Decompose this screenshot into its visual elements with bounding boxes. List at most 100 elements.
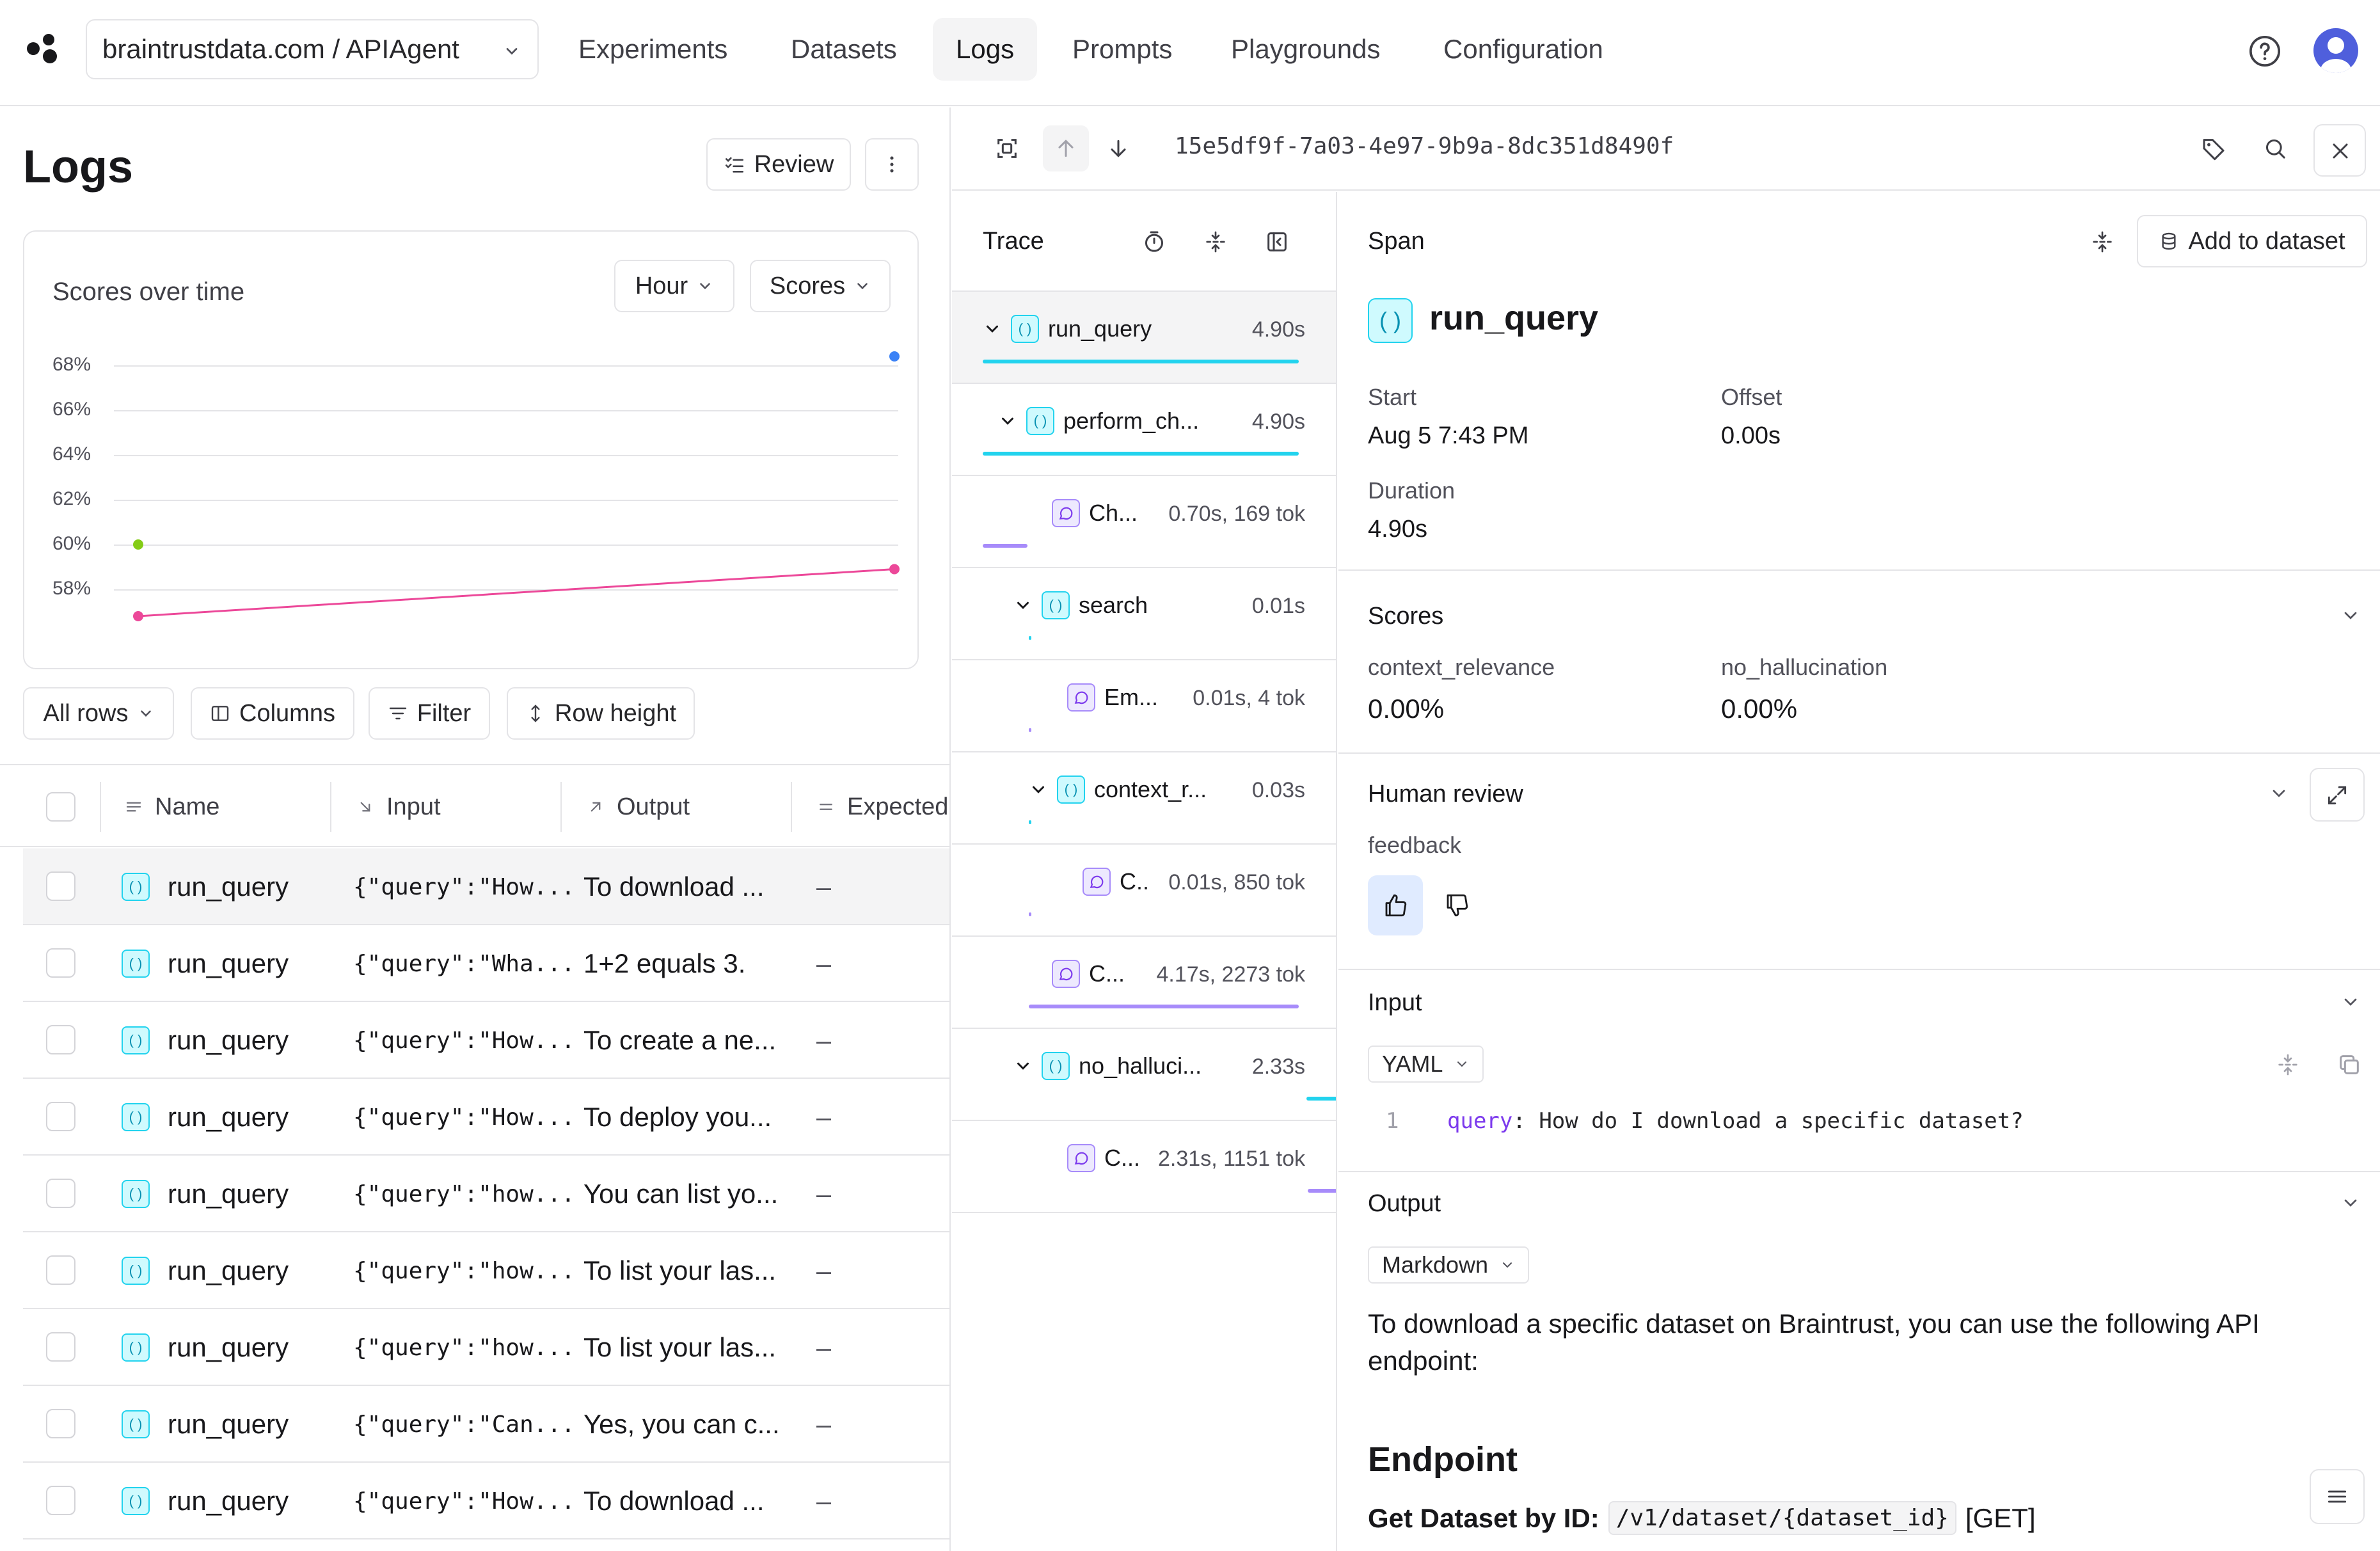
collapse-icon[interactable]	[1203, 229, 1228, 255]
trace-node-label: Ch...	[1052, 499, 1138, 527]
table-row[interactable]: ( ) run_query {"query":"how... You can list…	[23, 1156, 949, 1232]
line-number: 1	[1386, 1108, 1399, 1134]
tab-logs[interactable]: Logs	[933, 18, 1038, 81]
page-title: Logs	[23, 141, 133, 193]
function-icon: ( )	[122, 1180, 150, 1208]
scores-dropdown[interactable]: Scores	[750, 260, 891, 312]
table-row[interactable]: ( ) run_query {"query":"Wha... 1+2 equals 3…	[23, 925, 949, 1002]
user-avatar[interactable]	[2313, 28, 2358, 73]
name-cell: ( ) run_query	[122, 925, 289, 1002]
sidebar-toggle-icon[interactable]	[1264, 229, 1290, 255]
tab-playgrounds[interactable]: Playgrounds	[1231, 34, 1381, 64]
trace-node[interactable]: ( ) run_query 4.90s	[952, 292, 1336, 384]
thumbs-down-icon[interactable]	[1443, 892, 1470, 919]
row-checkbox[interactable]	[46, 1409, 75, 1438]
tab-prompts[interactable]: Prompts	[1072, 34, 1173, 64]
data-point[interactable]	[889, 564, 900, 575]
chevron-down-icon[interactable]	[1013, 1056, 1033, 1076]
data-point[interactable]	[133, 611, 143, 621]
row-checkbox[interactable]	[46, 1332, 75, 1362]
trace-node[interactable]: ( ) perform_ch... 4.90s	[952, 384, 1336, 476]
row-checkbox[interactable]	[46, 871, 75, 901]
search-icon[interactable]	[2262, 136, 2288, 161]
tag-icon[interactable]	[2201, 136, 2226, 161]
trace-node[interactable]: Em... 0.01s, 4 tok	[952, 660, 1336, 752]
output-format-dropdown[interactable]: Markdown	[1368, 1246, 1530, 1284]
trace-node[interactable]: ( ) context_r... 0.03s	[952, 752, 1336, 845]
expected-cell: –	[816, 1179, 832, 1209]
y-tick-label: 62%	[52, 488, 91, 509]
braintrust-logo-icon[interactable]	[26, 32, 59, 65]
chevron-down-icon[interactable]	[2340, 992, 2361, 1012]
table-row[interactable]: ( ) run_query {"query":"Can... Yes, you can…	[23, 1386, 949, 1463]
name-cell: ( ) run_query	[122, 1463, 289, 1539]
trace-node[interactable]: C... 2.31s, 1151 tok	[952, 1121, 1336, 1213]
row-checkbox[interactable]	[46, 1102, 75, 1131]
column-input[interactable]: Input	[356, 765, 441, 848]
table-row[interactable]: ( ) run_query {"query":"How... To create a …	[23, 1002, 949, 1079]
timer-icon[interactable]	[1141, 229, 1167, 255]
tab-experiments[interactable]: Experiments	[578, 34, 728, 64]
filter-button[interactable]: Filter	[369, 687, 490, 740]
chevron-down-icon[interactable]	[2269, 783, 2289, 804]
row-checkbox[interactable]	[46, 1255, 75, 1285]
chevron-down-icon[interactable]	[1029, 780, 1048, 799]
input-cell: {"query":"How...	[353, 1488, 575, 1515]
trace-node[interactable]: Ch... 0.70s, 169 tok	[952, 476, 1336, 568]
add-to-dataset-button[interactable]: Add to dataset	[2137, 215, 2367, 267]
scores-chart-card: Scores over time Hour Scores 68% 66% 64% 62…	[23, 230, 919, 669]
column-output[interactable]: Output	[586, 765, 690, 848]
data-point[interactable]	[889, 351, 900, 362]
trace-node-duration: 0.01s	[1251, 594, 1305, 618]
trace-node[interactable]: C.. 0.01s, 850 tok	[952, 845, 1336, 937]
project-selector[interactable]: braintrustdata.com / APIAgent	[86, 19, 539, 79]
column-name[interactable]: Name	[124, 765, 219, 848]
trace-node-duration: 0.01s, 4 tok	[1193, 686, 1305, 710]
row-checkbox[interactable]	[46, 1486, 75, 1515]
text-lines-icon	[126, 802, 141, 812]
row-checkbox[interactable]	[46, 1025, 75, 1054]
table-row[interactable]: ( ) run_query {"query":"how... To list your…	[23, 1309, 949, 1386]
focus-frame-icon[interactable]	[994, 136, 1020, 161]
row-checkbox[interactable]	[46, 1179, 75, 1208]
table-of-contents-button[interactable]	[2310, 1469, 2365, 1524]
collapse-icon[interactable]	[2090, 229, 2115, 255]
output-cell: To create a ne...	[583, 1025, 777, 1055]
function-icon: ( )	[1057, 776, 1085, 804]
review-button[interactable]: Review	[706, 138, 851, 191]
table-row[interactable]: ( ) run_query {"query":"how... To list your…	[23, 1232, 949, 1309]
chevron-down-icon[interactable]	[998, 411, 1017, 431]
row-checkbox[interactable]	[46, 948, 75, 978]
row-height-button[interactable]: Row height	[507, 687, 695, 740]
chevron-down-icon[interactable]	[983, 319, 1002, 338]
tab-configuration[interactable]: Configuration	[1443, 34, 1603, 64]
output-text: To download a specific dataset on Braint…	[1368, 1308, 2260, 1376]
trace-node[interactable]: ( ) search 0.01s	[952, 568, 1336, 660]
columns-button[interactable]: Columns	[191, 687, 354, 740]
trace-node[interactable]: C... 4.17s, 2273 tok	[952, 937, 1336, 1029]
table-row[interactable]: ( ) run_query {"query":"How... To download …	[23, 1463, 949, 1539]
more-options-button[interactable]	[865, 138, 919, 191]
table-row[interactable]: ( ) run_query {"query":"How... To download …	[23, 848, 949, 925]
data-point[interactable]	[133, 539, 143, 550]
table-row[interactable]: ( ) run_query {"query":"How... To deploy yo…	[23, 1079, 949, 1156]
trace-node[interactable]: ( ) no_halluci... 2.33s	[952, 1029, 1336, 1121]
chevron-down-icon[interactable]	[2340, 1193, 2361, 1213]
previous-button[interactable]	[1043, 125, 1089, 171]
thumbs-up-button[interactable]	[1368, 875, 1423, 935]
input-format-dropdown[interactable]: YAML	[1368, 1046, 1484, 1083]
column-expected[interactable]: Expected	[816, 765, 948, 848]
collapse-icon[interactable]	[2275, 1052, 2301, 1078]
arrow-down-icon[interactable]	[1106, 136, 1131, 161]
all-rows-dropdown[interactable]: All rows	[23, 687, 174, 740]
chevron-down-icon[interactable]	[1013, 596, 1033, 615]
chevron-down-icon[interactable]	[2340, 605, 2361, 626]
expand-button[interactable]	[2310, 768, 2365, 822]
copy-icon[interactable]	[2336, 1052, 2362, 1078]
trace-node-label: C...	[1052, 960, 1125, 988]
close-button[interactable]	[2313, 124, 2366, 177]
tab-datasets[interactable]: Datasets	[791, 34, 897, 64]
select-all-checkbox[interactable]	[46, 792, 75, 822]
help-icon[interactable]	[2247, 33, 2283, 69]
hour-dropdown[interactable]: Hour	[614, 260, 734, 312]
